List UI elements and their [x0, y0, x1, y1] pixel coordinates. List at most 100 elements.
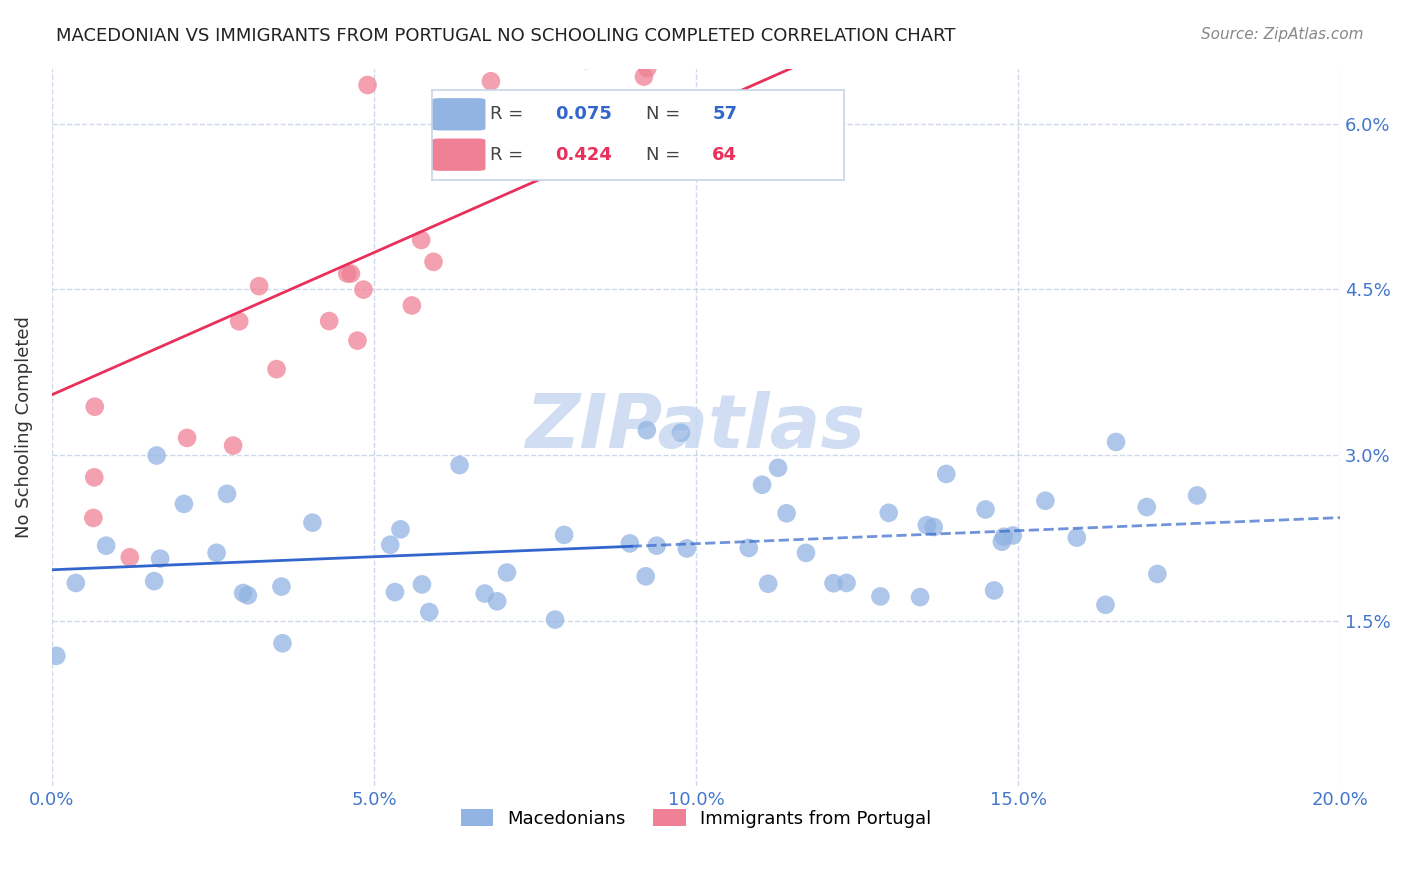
Point	[738, 541, 761, 555]
Point	[915, 518, 938, 533]
Point	[575, 53, 598, 67]
Point	[1136, 500, 1159, 514]
Point	[205, 546, 228, 560]
Point	[479, 74, 502, 88]
Point	[266, 362, 288, 376]
Text: ZIPatlas: ZIPatlas	[526, 391, 866, 464]
Point	[1026, 29, 1049, 43]
Point	[935, 29, 957, 43]
Point	[869, 590, 891, 604]
Point	[766, 460, 789, 475]
Point	[768, 29, 790, 43]
Point	[636, 423, 658, 437]
Point	[973, 29, 995, 43]
Point	[612, 29, 634, 43]
Point	[1035, 493, 1057, 508]
Point	[1081, 29, 1104, 43]
Point	[877, 506, 900, 520]
Y-axis label: No Schooling Completed: No Schooling Completed	[15, 317, 32, 539]
Point	[1142, 29, 1164, 43]
Point	[176, 431, 198, 445]
Point	[215, 487, 238, 501]
Point	[669, 425, 692, 440]
Point	[145, 449, 167, 463]
Point	[301, 516, 323, 530]
Point	[496, 566, 519, 580]
Point	[716, 29, 738, 43]
Point	[790, 29, 813, 43]
Point	[149, 551, 172, 566]
Point	[983, 583, 1005, 598]
Point	[173, 497, 195, 511]
Point	[232, 586, 254, 600]
Point	[751, 477, 773, 491]
Point	[1185, 488, 1208, 502]
Point	[634, 569, 657, 583]
Point	[794, 546, 817, 560]
Point	[891, 29, 914, 43]
Point	[811, 29, 834, 43]
Point	[247, 279, 270, 293]
Point	[380, 538, 402, 552]
Point	[474, 586, 496, 600]
Point	[389, 522, 412, 536]
Point	[340, 267, 363, 281]
Point	[991, 534, 1014, 549]
Text: MACEDONIAN VS IMMIGRANTS FROM PORTUGAL NO SCHOOLING COMPLETED CORRELATION CHART: MACEDONIAN VS IMMIGRANTS FROM PORTUGAL N…	[56, 27, 956, 45]
Point	[823, 576, 845, 591]
Point	[636, 62, 658, 76]
Point	[993, 530, 1015, 544]
Point	[835, 576, 858, 591]
Point	[422, 255, 444, 269]
Point	[974, 502, 997, 516]
Point	[356, 78, 378, 92]
Point	[401, 298, 423, 312]
Point	[1066, 531, 1088, 545]
Point	[949, 29, 972, 43]
Point	[1014, 29, 1036, 43]
Point	[544, 613, 567, 627]
Point	[998, 29, 1021, 43]
Point	[911, 29, 934, 43]
Point	[875, 29, 897, 43]
Point	[922, 520, 945, 534]
Point	[553, 528, 575, 542]
Point	[734, 29, 756, 43]
Point	[83, 400, 105, 414]
Point	[534, 29, 557, 43]
Point	[943, 29, 966, 43]
Point	[796, 29, 818, 43]
Point	[688, 29, 710, 43]
Point	[82, 511, 104, 525]
Point	[486, 594, 509, 608]
Point	[143, 574, 166, 589]
Point	[772, 29, 794, 43]
Point	[270, 580, 292, 594]
Point	[935, 467, 957, 481]
Point	[1001, 528, 1024, 542]
Point	[908, 590, 931, 604]
Point	[645, 539, 668, 553]
Point	[353, 283, 375, 297]
Point	[236, 588, 259, 602]
Point	[83, 470, 105, 484]
Point	[723, 29, 745, 43]
Point	[222, 439, 245, 453]
Point	[756, 576, 779, 591]
Point	[411, 233, 433, 247]
Point	[65, 576, 87, 591]
Point	[621, 29, 644, 43]
Point	[1094, 598, 1116, 612]
Point	[775, 506, 797, 520]
Point	[952, 29, 974, 43]
Point	[934, 29, 956, 43]
Point	[1074, 29, 1097, 43]
Point	[599, 29, 621, 43]
Point	[228, 314, 250, 328]
Point	[1035, 29, 1057, 43]
Point	[727, 29, 749, 43]
Point	[803, 29, 825, 43]
Point	[318, 314, 340, 328]
Point	[498, 36, 520, 50]
Point	[94, 539, 117, 553]
